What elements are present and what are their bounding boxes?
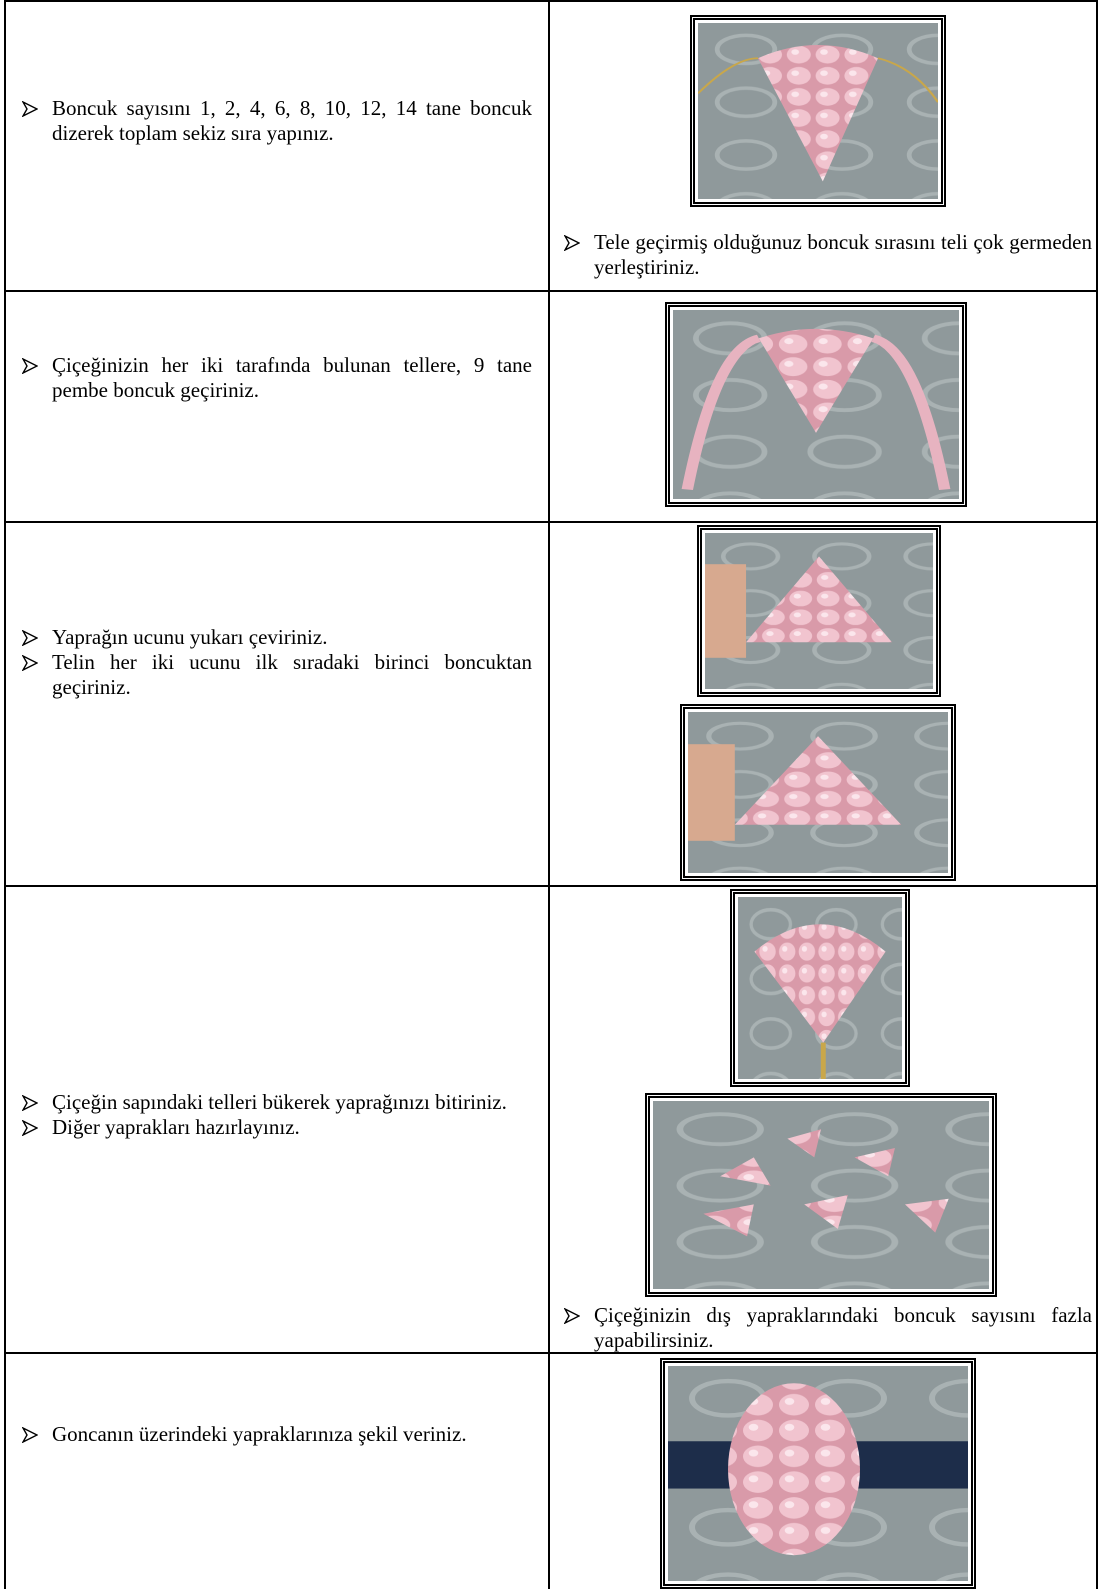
bullet-text: Boncuk sayısını 1, 2, 4, 6, 8, 10, 12, 1… [52, 96, 532, 145]
bullet-text: Tele geçirmiş olduğunuz boncuk sırasını … [594, 230, 1092, 279]
photo-image [673, 310, 959, 499]
photo-image [653, 1101, 989, 1289]
left-cell-text: Çiçeğin sapındaki telleri bükerek yaprağ… [20, 1090, 532, 1140]
column-border [548, 0, 550, 1589]
photo [645, 1093, 997, 1297]
bullet-arrow [22, 655, 38, 671]
row-border [4, 290, 1098, 292]
photo-image [668, 1366, 968, 1581]
photo [697, 525, 941, 697]
row-border [4, 885, 1098, 887]
row-border [4, 521, 1098, 523]
bullet-text: Yaprağın ucunu yukarı çeviriniz. [52, 625, 328, 649]
photo-image [738, 897, 902, 1079]
bullet-item: Tele geçirmiş olduğunuz boncuk sırasını … [562, 230, 1092, 280]
bullet-arrow [564, 235, 580, 251]
photo-image [698, 23, 938, 199]
photo [680, 704, 956, 881]
left-cell-text: Yaprağın ucunu yukarı çeviriniz. Telin he… [20, 625, 532, 700]
row-border [4, 1352, 1098, 1354]
photo [660, 1358, 976, 1589]
bullet-arrow [564, 1308, 580, 1324]
photo-image [705, 533, 933, 689]
bullet-text: Çiçeğinizin her iki tarafında bulunan te… [52, 353, 532, 402]
table-border-left [4, 0, 6, 1589]
bullet-arrow [22, 1120, 38, 1136]
bullet-item: Çiçeğinizin her iki tarafında bulunan te… [20, 353, 532, 403]
left-cell-text: Boncuk sayısını 1, 2, 4, 6, 8, 10, 12, 1… [20, 96, 532, 146]
bullet-arrow [22, 1095, 38, 1111]
bullet-item: Boncuk sayısını 1, 2, 4, 6, 8, 10, 12, 1… [20, 96, 532, 146]
photo [730, 889, 910, 1087]
bullet-arrow [22, 101, 38, 117]
bullet-arrow [22, 630, 38, 646]
bullet-arrow [22, 358, 38, 374]
bullet-item: Çiçeğinizin dış yapraklarındaki boncuk s… [562, 1303, 1092, 1353]
bullet-item: Telin her iki ucunu ilk sıradaki birinci… [20, 650, 532, 700]
bullet-item: Yaprağın ucunu yukarı çeviriniz. [20, 625, 532, 650]
photo-image [688, 712, 948, 873]
right-cell-caption: Tele geçirmiş olduğunuz boncuk sırasını … [562, 230, 1092, 280]
bullet-text: Çiçeğin sapındaki telleri bükerek yaprağ… [52, 1090, 507, 1114]
photo [690, 15, 946, 207]
bullet-text: Goncanın üzerindeki yapraklarınıza şekil… [52, 1422, 467, 1446]
right-cell-caption: Çiçeğinizin dış yapraklarındaki boncuk s… [562, 1303, 1092, 1353]
bullet-item: Çiçeğin sapındaki telleri bükerek yaprağ… [20, 1090, 532, 1115]
table-border-right [1096, 0, 1098, 1589]
bullet-item: Diğer yaprakları hazırlayınız. [20, 1115, 532, 1140]
bullet-item: Goncanın üzerindeki yapraklarınıza şekil… [20, 1422, 532, 1447]
bullet-text: Çiçeğinizin dış yapraklarındaki boncuk s… [594, 1303, 1092, 1352]
bullet-arrow [22, 1427, 38, 1443]
left-cell-text: Çiçeğinizin her iki tarafında bulunan te… [20, 353, 532, 403]
bullet-text: Diğer yaprakları hazırlayınız. [52, 1115, 300, 1139]
row-border [4, 0, 1098, 2]
left-cell-text: Goncanın üzerindeki yapraklarınıza şekil… [20, 1422, 532, 1447]
bullet-text: Telin her iki ucunu ilk sıradaki birinci… [52, 650, 532, 699]
photo [665, 302, 967, 507]
